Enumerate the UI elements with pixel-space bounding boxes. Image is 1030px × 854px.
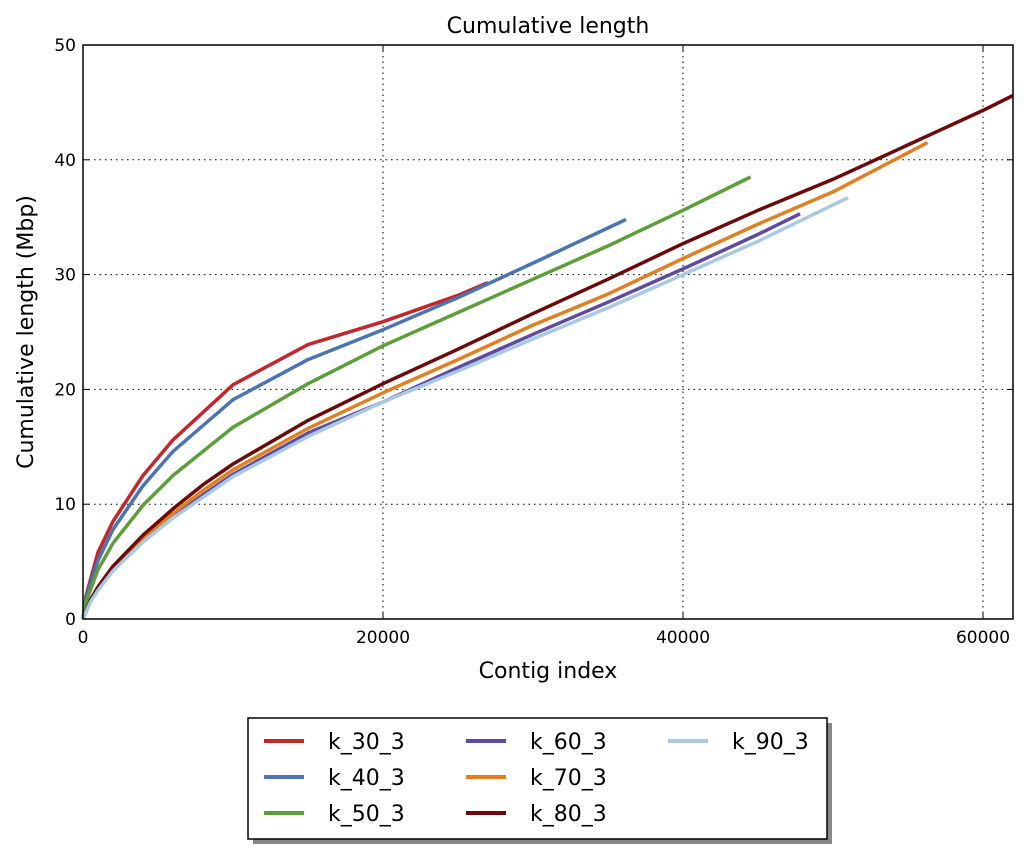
legend-items: k_30_3 k_40_3 k_50_3 k_60_3 k_70_3 k_80_3 k_90… (264, 730, 809, 827)
grid (83, 45, 1013, 619)
x-tick-label: 60000 (956, 628, 1010, 648)
y-tick-label: 40 (54, 151, 76, 171)
legend-label-k_30_3: k_30_3 (328, 730, 405, 755)
x-tick-label: 20000 (356, 628, 410, 648)
legend-label-k_40_3: k_40_3 (328, 766, 405, 791)
y-tick-label: 0 (65, 610, 76, 630)
legend-label-k_90_3: k_90_3 (732, 730, 809, 755)
series-line-k_70_3 (81, 141, 929, 620)
legend-label-k_80_3: k_80_3 (530, 802, 607, 827)
chart-title: Cumulative length (447, 14, 650, 39)
series-line-k_50_3 (81, 175, 752, 620)
axis-ticks: 0 20000 40000 60000 0 10 20 30 40 50 (54, 36, 1013, 648)
y-tick-label: 50 (54, 36, 76, 56)
legend: k_30_3 k_40_3 k_50_3 k_60_3 k_70_3 k_80_3 k_90… (247, 717, 832, 844)
legend-label-k_70_3: k_70_3 (530, 766, 607, 791)
x-axis-label: Contig index (479, 659, 618, 684)
plot-frame (82, 44, 1014, 620)
x-tick-label: 40000 (656, 628, 710, 648)
legend-label-k_60_3: k_60_3 (530, 730, 607, 755)
legend-box (247, 717, 828, 840)
legend-label-k_50_3: k_50_3 (328, 802, 405, 827)
series-line-k_40_3 (81, 217, 627, 620)
series-line-k_30_3 (81, 280, 489, 620)
y-axis-label: Cumulative length (Mbp) (14, 195, 39, 469)
series-line-k_90_3 (81, 196, 849, 620)
y-tick-label: 30 (54, 266, 76, 286)
y-tick-label: 20 (54, 380, 76, 400)
y-tick-label: 10 (54, 495, 76, 515)
x-tick-label: 0 (78, 628, 89, 648)
series-line-k_80_3 (81, 93, 1014, 620)
series-lines (81, 93, 1014, 620)
